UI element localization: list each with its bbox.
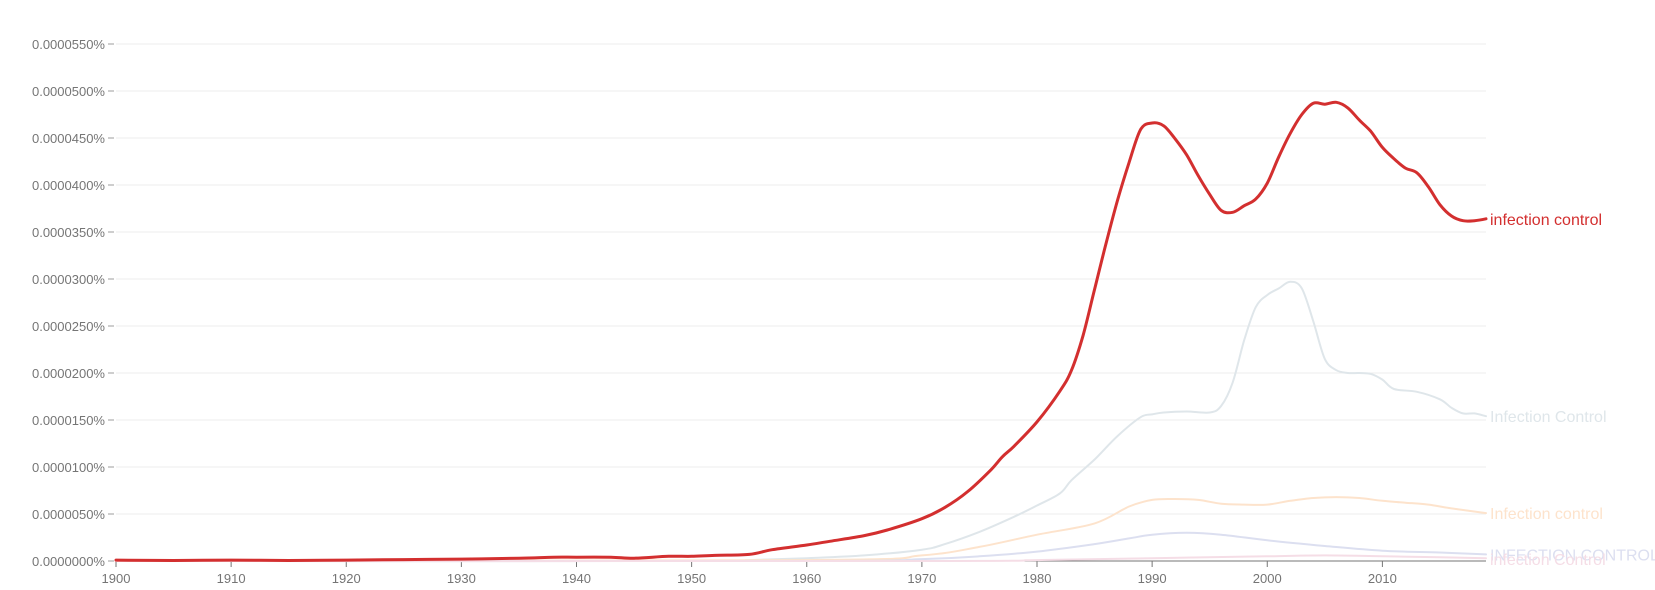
y-tick-label: 0.0000550% (32, 37, 105, 52)
x-tick-label: 1910 (217, 571, 246, 586)
series-line-infection-control[interactable] (115, 496, 1487, 562)
y-tick-label: 0.0000100% (32, 460, 105, 475)
y-tick-label: 0.0000300% (32, 272, 105, 287)
y-axis: 0.0000000% 0.0000050% 0.0000100% 0.0000150%… (32, 37, 114, 569)
x-tick-label: 1920 (332, 571, 361, 586)
x-tick-label: 1950 (677, 571, 706, 586)
y-tick-label: 0.0000250% (32, 319, 105, 334)
series-label-infection-control[interactable]: Infection Control (1490, 409, 1607, 426)
x-tick-label: 1980 (1023, 571, 1052, 586)
series-label-infection-control[interactable]: infection Control (1490, 552, 1606, 569)
x-tick-label: 1940 (562, 571, 591, 586)
y-tick-label: 0.0000400% (32, 178, 105, 193)
series-labels: Infection Control Infection control INFECT… (1490, 212, 1655, 569)
series-label-infection-control[interactable]: INFECTION CONTROL (1490, 547, 1655, 564)
series-lines (114, 100, 1488, 563)
series-label-infection-control[interactable]: Infection control (1490, 506, 1603, 523)
y-tick-label: 0.0000050% (32, 507, 105, 522)
y-tick-label: 0.0000150% (32, 413, 105, 428)
series-line-infection-control[interactable] (115, 554, 1487, 563)
x-tick-label: 1970 (907, 571, 936, 586)
series-line-infection-control[interactable] (115, 280, 1487, 563)
x-tick-label: 2000 (1253, 571, 1282, 586)
x-tick-label: 1960 (792, 571, 821, 586)
x-tick-label: 1990 (1138, 571, 1167, 586)
x-tick-label: 1900 (102, 571, 131, 586)
y-tick-label: 0.0000450% (32, 131, 105, 146)
x-axis: 1900 1910 1920 1930 1940 1950 1960 1970 1980 1990… (102, 560, 1486, 586)
x-tick-label: 2010 (1368, 571, 1397, 586)
series-label-infection-control[interactable]: infection control (1490, 212, 1602, 229)
gridlines (116, 43, 1486, 515)
y-tick-label: 0.0000350% (32, 225, 105, 240)
y-tick-label: 0.0000500% (32, 84, 105, 99)
x-tick-label: 1930 (447, 571, 476, 586)
y-tick-label: 0.0000000% (32, 554, 105, 569)
series-line-infection-control[interactable] (114, 100, 1488, 562)
y-tick-label: 0.0000200% (32, 366, 105, 381)
